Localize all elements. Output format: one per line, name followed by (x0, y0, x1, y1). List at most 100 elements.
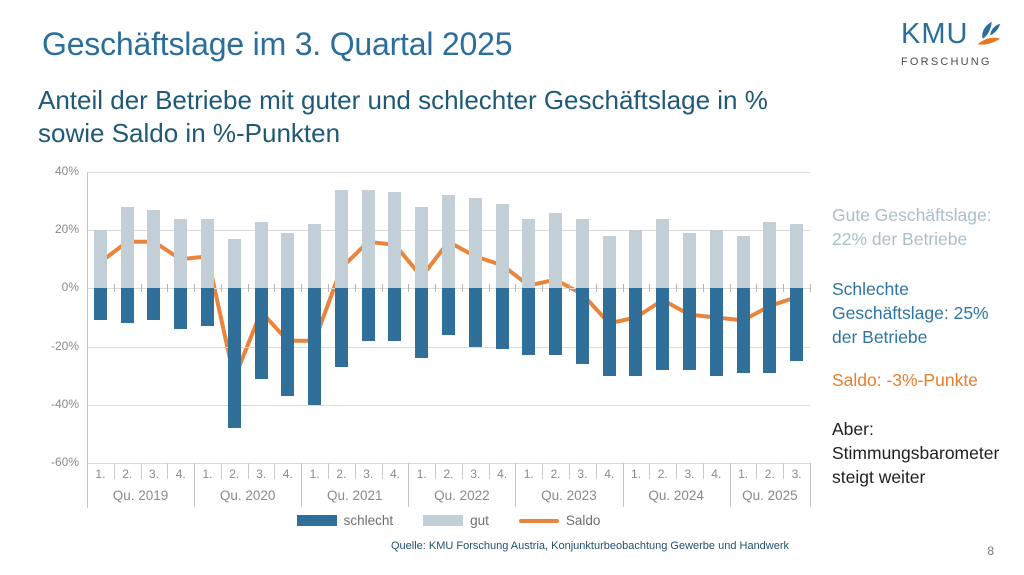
bar-schlecht (709, 288, 723, 376)
bar-gut (93, 230, 107, 289)
logo-subtext: FORSCHUNG (901, 56, 992, 68)
zero-axis-tick (381, 284, 383, 293)
bar-schlecht (281, 288, 295, 397)
quarter-separator (783, 463, 785, 479)
bar-gut (549, 212, 563, 289)
zero-axis-tick (408, 284, 410, 293)
bar-schlecht (495, 288, 509, 350)
x-quarter-label: 2. (336, 467, 347, 481)
zero-axis-tick (354, 284, 356, 293)
x-quarter-label: 2. (443, 467, 454, 481)
year-group-separator (729, 463, 731, 507)
zero-axis-tick (274, 284, 276, 293)
x-quarter-label: 1. (738, 467, 749, 481)
x-quarter-label: 1. (630, 467, 641, 481)
quarter-separator (354, 463, 356, 479)
bar-gut (683, 233, 696, 289)
source-text: Quelle: KMU Forschung Austria, Konjunktu… (390, 540, 790, 552)
bar-schlecht (629, 288, 643, 376)
bar-gut (736, 236, 750, 289)
x-quarter-label: 2. (122, 467, 133, 481)
y-tick-label: 20% (54, 222, 79, 237)
zero-axis-tick (542, 284, 544, 293)
bar-schlecht (736, 288, 750, 373)
x-quarter-label: 2. (657, 467, 668, 481)
year-group-separator (408, 463, 410, 507)
bar-gut (575, 218, 589, 289)
chart-legend: schlecht gut Saldo (87, 513, 810, 528)
bar-schlecht (93, 288, 107, 321)
schlecht-color-swatch (296, 515, 337, 526)
zero-axis-tick (622, 284, 624, 293)
quarter-separator (140, 463, 142, 479)
bar-schlecht (415, 288, 429, 359)
x-year-label: Qu. 2020 (219, 488, 276, 503)
legend-label-schlecht: schlecht (343, 513, 394, 528)
bar-schlecht (227, 288, 241, 429)
y-tick-label: 40% (54, 164, 79, 178)
y-axis-line (87, 172, 88, 508)
zero-axis-tick (247, 284, 249, 293)
x-quarter-label: 2. (229, 467, 240, 481)
legend-item-saldo: Saldo (518, 513, 600, 528)
bar-gut (308, 224, 322, 289)
zero-axis-tick (194, 284, 196, 293)
bar-gut (763, 221, 777, 289)
bar-gut (468, 198, 482, 289)
bar-gut (388, 192, 402, 289)
zero-axis-tick (488, 284, 490, 293)
x-quarter-label: 2. (550, 467, 561, 481)
annotation-gute-geschaeftslage: Gute Geschäftslage: 22% der Betriebe (832, 205, 992, 249)
x-year-label: Qu. 2021 (326, 488, 383, 503)
logo-row: KMU (901, 18, 1013, 54)
y-tick-label: 0% (61, 280, 79, 295)
quarter-separator (676, 463, 678, 479)
quarter-separator (649, 463, 651, 479)
x-quarter-label: 3. (470, 467, 481, 481)
quarter-separator (328, 463, 329, 479)
x-quarter-label: 4. (711, 467, 722, 481)
bar-schlecht (308, 288, 322, 405)
bar-schlecht (522, 288, 536, 356)
quarter-separator (488, 463, 490, 479)
bar-schlecht (120, 288, 134, 324)
zero-axis-tick (220, 284, 222, 293)
x-quarter-label: 3. (577, 467, 588, 481)
x-quarter-label: 1. (416, 467, 427, 481)
zero-axis-tick (328, 284, 329, 293)
bar-gut (227, 238, 241, 289)
zero-axis-tick (676, 284, 678, 293)
year-group-separator (622, 463, 624, 507)
gridline-40% (87, 172, 810, 173)
logo-text: KMU (901, 18, 969, 50)
zero-axis-tick (783, 284, 785, 293)
quarter-separator (702, 463, 704, 479)
quarter-separator (569, 463, 570, 479)
legend-item-gut: gut (423, 513, 489, 528)
x-quarter-label: 3. (791, 467, 802, 481)
gridline--60% (87, 463, 810, 464)
bar-schlecht (683, 288, 696, 370)
x-quarter-label: 3. (363, 467, 374, 481)
x-year-label: Qu. 2022 (434, 488, 490, 503)
bar-gut (656, 218, 670, 289)
quarter-separator (435, 463, 437, 479)
bar-gut (629, 230, 643, 289)
bar-schlecht (442, 288, 455, 335)
annotation-panel: Gute Geschäftslage: 22% der Betriebe Sch… (832, 203, 1024, 489)
page-number: 8 (987, 544, 994, 558)
legend-label-gut: gut (470, 513, 489, 528)
x-year-label: Qu. 2023 (541, 488, 597, 503)
zero-axis-tick (167, 284, 169, 293)
quarter-separator (274, 463, 276, 479)
bar-gut (522, 218, 536, 289)
bar-gut (201, 218, 214, 289)
x-quarter-label: 4. (282, 467, 293, 481)
zero-axis-tick (515, 284, 517, 293)
x-quarter-label: 1. (95, 467, 106, 481)
quarter-separator (220, 463, 222, 479)
bar-schlecht (201, 288, 214, 327)
page-subtitle: Anteil der Betriebe mit guter und schlec… (38, 85, 768, 148)
annotation-saldo: Saldo: -3%-Punkte (832, 370, 978, 390)
